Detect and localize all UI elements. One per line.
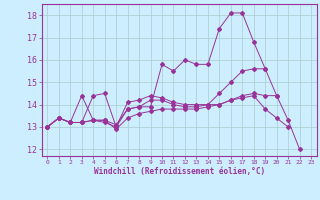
X-axis label: Windchill (Refroidissement éolien,°C): Windchill (Refroidissement éolien,°C): [94, 167, 265, 176]
